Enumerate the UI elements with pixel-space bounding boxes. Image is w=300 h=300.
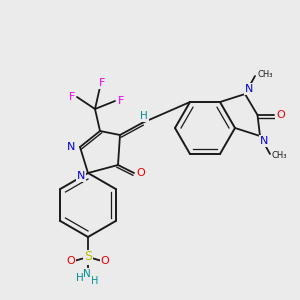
Text: H: H (91, 276, 99, 286)
Text: N: N (83, 269, 91, 279)
Text: O: O (276, 110, 285, 120)
Text: CH₃: CH₃ (257, 70, 272, 79)
Text: H: H (76, 273, 84, 283)
Text: N: N (260, 136, 268, 146)
Text: F: F (69, 92, 75, 102)
Text: O: O (136, 168, 146, 178)
Text: F: F (118, 96, 124, 106)
Text: F: F (99, 78, 105, 88)
Text: H: H (140, 111, 148, 121)
Text: N: N (77, 171, 85, 181)
Text: O: O (67, 256, 75, 266)
Text: N: N (67, 142, 75, 152)
Text: CH₃: CH₃ (272, 152, 287, 160)
Text: O: O (100, 256, 109, 266)
Text: S: S (84, 250, 92, 263)
Text: N: N (245, 84, 253, 94)
